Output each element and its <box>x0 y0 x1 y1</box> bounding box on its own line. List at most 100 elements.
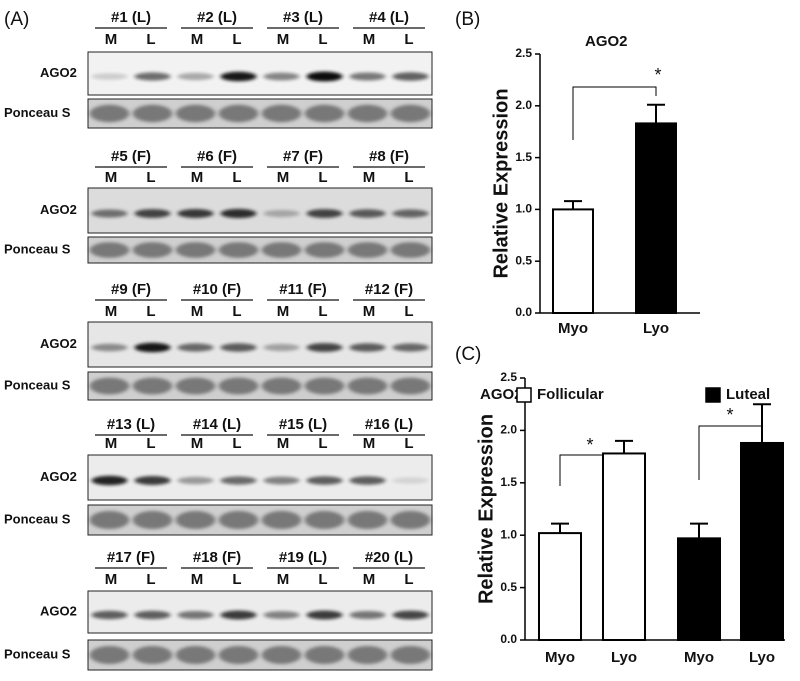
x-tick-label: Myo <box>684 649 714 666</box>
blot-box <box>87 590 433 634</box>
ponceau-band <box>89 511 130 529</box>
ponceau-band <box>390 646 431 664</box>
band <box>177 611 214 619</box>
sample-label: #14 (L) <box>193 416 241 433</box>
ponceau-band <box>89 377 130 395</box>
row-label: Ponceau S <box>4 646 71 661</box>
ponceau-band <box>304 646 345 664</box>
significance-bracket <box>572 86 657 140</box>
sample-label: #2 (L) <box>197 9 237 26</box>
ponceau-band <box>132 242 173 258</box>
ponceau-band <box>347 377 388 395</box>
sample-label: #20 (L) <box>365 549 413 566</box>
y-axis-title: Relative Expression <box>475 414 497 604</box>
lane-label: L <box>404 169 413 186</box>
sample-label: #15 (L) <box>279 416 327 433</box>
lane-label: L <box>404 303 413 320</box>
ponceau-band <box>347 242 388 258</box>
y-axis-title: Relative Expression <box>490 88 512 278</box>
ponceau-band <box>390 377 431 395</box>
lane-label: M <box>105 303 118 320</box>
lane-label: L <box>318 571 327 588</box>
band <box>177 209 214 218</box>
ponceau-band <box>261 511 302 529</box>
band <box>220 476 257 485</box>
sample-label: #17 (F) <box>107 549 155 566</box>
x-tick-label: Myo <box>545 649 575 666</box>
band <box>134 476 171 485</box>
bar <box>635 122 677 314</box>
ponceau-band <box>304 377 345 395</box>
blot-box <box>87 51 433 96</box>
lane-label: L <box>318 303 327 320</box>
band <box>220 610 257 620</box>
lane-label: M <box>363 31 376 48</box>
ponceau-band <box>261 242 302 258</box>
lane-label: M <box>277 435 290 452</box>
y-tick-label: 2.5 <box>500 370 517 384</box>
band <box>263 210 300 217</box>
y-tick-label: 1.5 <box>500 475 517 489</box>
sample-label: #6 (F) <box>197 148 237 165</box>
y-tick-label: 0.0 <box>515 305 532 319</box>
ponceau-band <box>390 242 431 258</box>
sample-label: #5 (F) <box>111 148 151 165</box>
band <box>134 209 171 218</box>
band <box>91 610 128 620</box>
ponceau-band <box>347 511 388 529</box>
x-tick-label: Myo <box>558 320 588 337</box>
y-tick-label: 0.5 <box>500 580 517 594</box>
lane-label: M <box>191 169 204 186</box>
bar <box>552 208 594 314</box>
ponceau-band <box>89 242 130 258</box>
row-label: AGO2 <box>40 65 77 80</box>
row-label: AGO2 <box>40 469 77 484</box>
legend-label: Follicular <box>537 386 604 403</box>
error-bar <box>690 522 708 539</box>
ponceau-band <box>390 104 431 123</box>
y-tick-label: 0.0 <box>500 632 517 646</box>
lane-label: M <box>363 169 376 186</box>
chart-title: AGO2 <box>480 386 523 403</box>
band <box>306 476 343 485</box>
ponceau-band <box>175 242 216 258</box>
y-tick-label: 1.0 <box>500 527 517 541</box>
row-label: Ponceau S <box>4 377 71 392</box>
lane-label: M <box>277 169 290 186</box>
band <box>263 476 300 485</box>
bar <box>538 532 582 641</box>
ponceau-band <box>261 646 302 664</box>
panel-label: (B) <box>455 9 480 30</box>
ponceau-band <box>175 646 216 664</box>
lane-label: M <box>105 169 118 186</box>
band <box>392 610 429 620</box>
error-bar <box>551 522 569 534</box>
band <box>306 343 343 352</box>
ponceau-band <box>218 242 259 258</box>
ponceau-band <box>261 377 302 395</box>
lane-label: L <box>232 169 241 186</box>
ponceau-band <box>89 104 130 123</box>
band <box>177 72 214 81</box>
y-tick-label: 1.5 <box>515 150 532 164</box>
ponceau-band <box>304 104 345 123</box>
legend-label: Luteal <box>726 386 770 403</box>
error-bar <box>564 200 582 210</box>
band <box>392 343 429 352</box>
ponceau-band <box>347 646 388 664</box>
lane-label: M <box>277 31 290 48</box>
panel-label: (A) <box>4 9 29 30</box>
x-tick-label: Lyo <box>643 320 669 337</box>
lane-label: L <box>404 31 413 48</box>
band <box>220 343 257 352</box>
lane-label: M <box>363 303 376 320</box>
ponceau-band <box>175 104 216 123</box>
bar <box>602 452 646 641</box>
lane-label: M <box>105 435 118 452</box>
band <box>349 611 386 619</box>
ponceau-band <box>175 511 216 529</box>
error-bar <box>615 439 633 454</box>
ponceau-band <box>347 104 388 123</box>
lane-label: M <box>277 571 290 588</box>
row-label: Ponceau S <box>4 511 71 526</box>
